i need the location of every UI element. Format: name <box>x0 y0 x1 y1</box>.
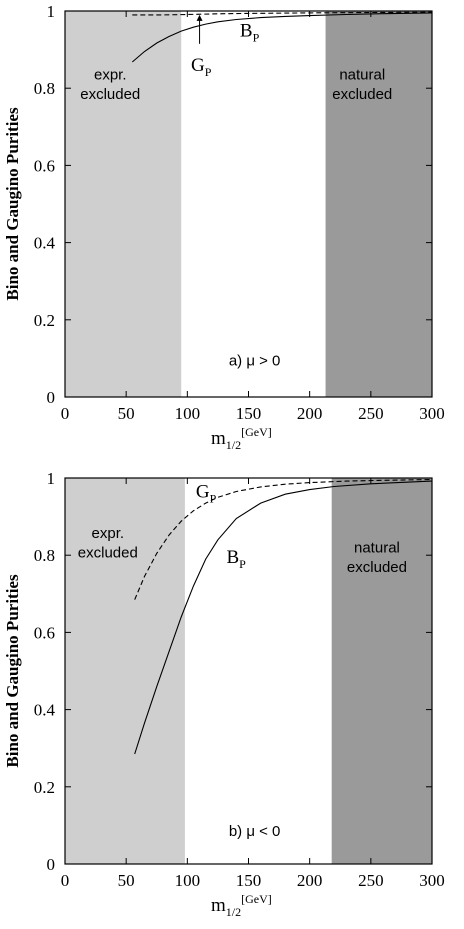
x-tick-label: 100 <box>175 404 201 423</box>
y-tick-label: 0.6 <box>34 623 55 642</box>
y-axis-label: Bino and Gaugino Purities <box>3 107 22 301</box>
region-label: excluded <box>332 86 392 103</box>
region-expr-excluded <box>65 11 182 397</box>
x-tick-label: 0 <box>61 871 70 890</box>
x-tick-label: 0 <box>61 404 70 423</box>
x-axis-label: m1/2[GeV] <box>211 425 272 452</box>
region-label: excluded <box>347 559 407 576</box>
y-axis-label: Bino and Gaugino Purities <box>3 574 22 768</box>
y-tick-label: 0.2 <box>34 311 55 330</box>
y-tick-label: 1 <box>47 2 56 21</box>
region-label: excluded <box>80 86 140 103</box>
chart-panel-a: expr. excluded natural excluded 0 50 100 150 200… <box>3 2 445 452</box>
region-label: expr. <box>94 67 127 84</box>
y-tick-label: 0.4 <box>34 234 56 253</box>
y-tick-label: 0 <box>47 855 56 874</box>
x-tick-label: 50 <box>118 404 135 423</box>
region-expr-excluded <box>65 478 185 864</box>
y-tick-label: 0.6 <box>34 156 55 175</box>
y-tick-label: 0.2 <box>34 778 55 797</box>
x-tick-label: 250 <box>358 871 384 890</box>
x-tick-label: 150 <box>236 404 262 423</box>
x-tick-label: 200 <box>297 871 323 890</box>
region-natural-excluded <box>331 478 432 864</box>
curve-label-bp: BP <box>226 547 246 571</box>
x-tick-label: 300 <box>419 404 445 423</box>
y-tick-label: 0.4 <box>34 701 56 720</box>
condition-label: a) μ > 0 <box>229 352 281 369</box>
region-natural-excluded <box>325 11 432 397</box>
x-tick-label: 50 <box>118 871 135 890</box>
x-tick-label: 250 <box>358 404 384 423</box>
y-tick-label: 0.8 <box>34 546 55 565</box>
arrow-head-icon <box>196 14 203 21</box>
series-line-bp <box>134 480 433 755</box>
x-tick-label: 300 <box>419 871 445 890</box>
x-axis-label: m1/2[GeV] <box>211 892 272 919</box>
condition-label: b) μ < 0 <box>229 823 281 840</box>
y-tick-label: 0 <box>47 388 56 407</box>
series-line-gp <box>134 478 433 600</box>
y-tick-label: 1 <box>47 469 56 488</box>
curve-label-gp: GP <box>191 55 212 79</box>
region-label: excluded <box>78 544 138 561</box>
chart-panel-b: expr. excluded natural excluded 0 50 100 150 200… <box>3 469 445 919</box>
curve-label-gp: GP <box>196 482 217 506</box>
region-label: expr. <box>92 525 125 542</box>
y-tick-label: 0.8 <box>34 79 55 98</box>
region-label: natural <box>354 539 400 556</box>
x-tick-label: 150 <box>236 871 262 890</box>
curve-label-bp: BP <box>240 20 260 44</box>
x-tick-label: 100 <box>175 871 201 890</box>
series-line-bp <box>131 12 433 63</box>
x-tick-label: 200 <box>297 404 323 423</box>
series-line-gp <box>132 11 433 16</box>
region-label: natural <box>339 67 385 84</box>
